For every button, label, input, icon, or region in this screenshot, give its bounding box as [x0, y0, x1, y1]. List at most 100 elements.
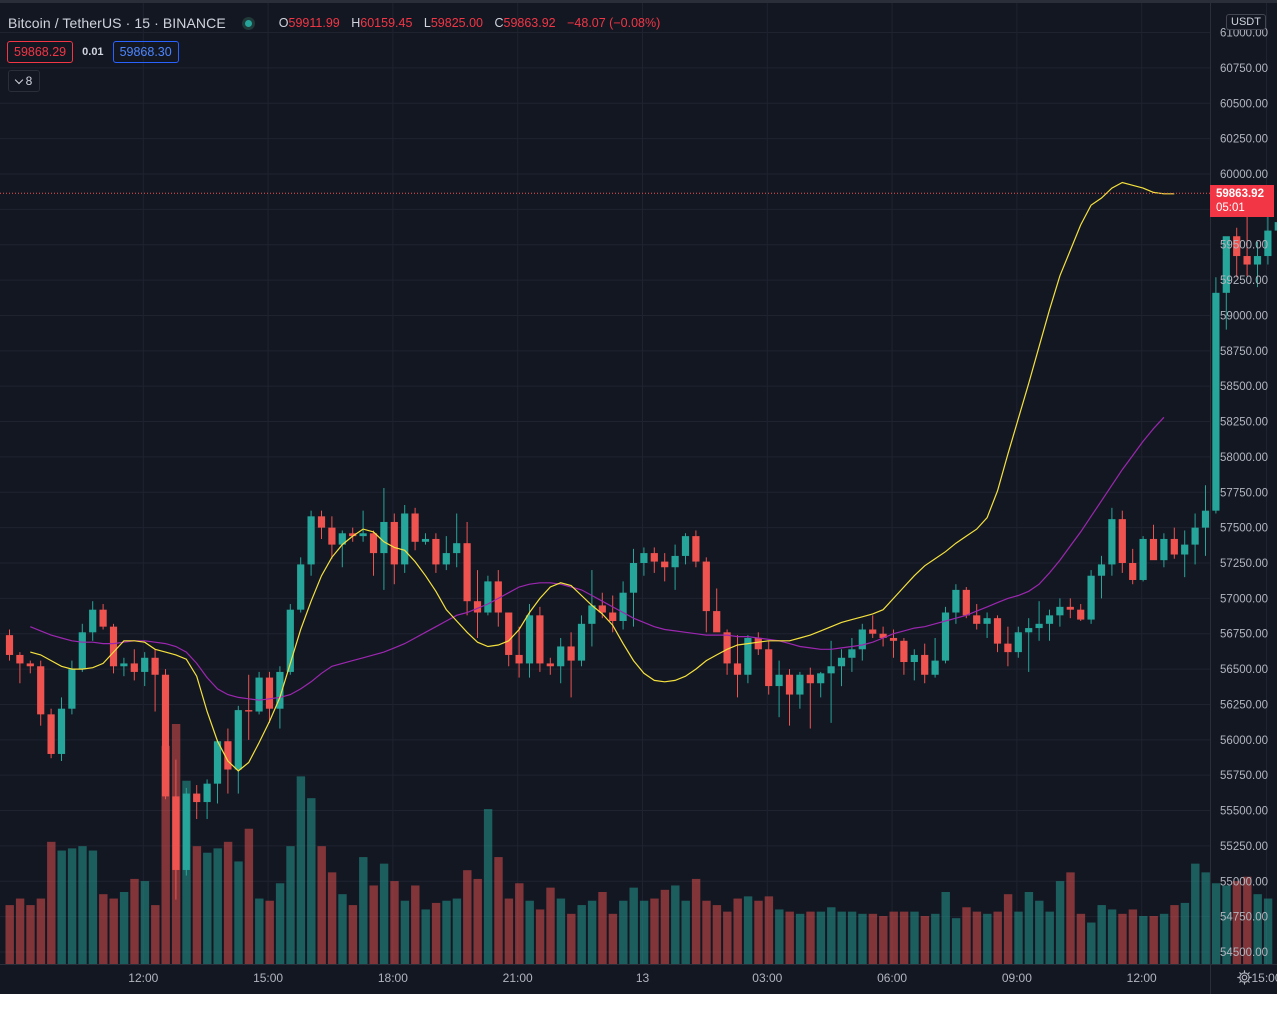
volume-bar [837, 911, 846, 964]
candle-body [328, 527, 336, 545]
volume-bar [400, 900, 410, 964]
volume-bar [1003, 894, 1013, 964]
volume-bar [1191, 863, 1200, 964]
candles [5, 199, 1277, 900]
volume-bar [223, 841, 233, 964]
candle-body [692, 536, 700, 562]
volume-bar [1243, 876, 1252, 964]
candle [1097, 555, 1106, 599]
candle-body [255, 677, 263, 712]
volume-bar [983, 913, 992, 964]
price-tick-label: 59250.00 [1220, 275, 1268, 287]
candle [349, 527, 357, 542]
candle [1201, 485, 1210, 556]
candle-body [941, 612, 950, 661]
volume-bar [712, 905, 722, 964]
volume-bar [879, 916, 888, 964]
volume-bar [1263, 898, 1273, 964]
candle [453, 513, 461, 568]
candle-body [16, 654, 24, 664]
volume-bar [889, 911, 898, 964]
candle [973, 604, 981, 630]
chart-container[interactable]: 54500.00 54750.00 55000.00 55250.00 55500.00… [0, 0, 1277, 994]
candle-body [1191, 527, 1199, 545]
candle-body [494, 581, 502, 613]
candle [161, 669, 170, 800]
volume-bar [629, 887, 638, 964]
candle [1149, 524, 1158, 561]
price-axis: 54500.00 54750.00 55000.00 55250.00 55500.00… [1210, 3, 1268, 994]
close-value: 59863.92 [503, 16, 556, 30]
candle [1056, 598, 1064, 627]
candle [1014, 626, 1022, 658]
candle-body [432, 538, 440, 565]
candle [525, 604, 534, 678]
candle-body [390, 521, 398, 565]
volume-bar [754, 900, 763, 964]
buy-button[interactable]: 59868.30 [112, 41, 179, 63]
candle-body [1212, 292, 1220, 511]
price-tick-label: 60750.00 [1220, 63, 1268, 75]
volume-bar [816, 911, 826, 964]
currency-button[interactable]: USDT [1226, 14, 1266, 30]
gear-icon[interactable] [1236, 969, 1253, 986]
volume-bar [348, 905, 358, 964]
sell-button[interactable]: 59868.29 [7, 41, 74, 63]
candle [661, 553, 669, 582]
volume-bars [5, 724, 1273, 964]
volume-bar [691, 878, 701, 964]
candle-body [120, 663, 128, 667]
volume-bar [723, 911, 732, 964]
symbol-title[interactable]: Bitcoin / TetherUS · 15 · BINANCE [8, 15, 226, 31]
candle-body [598, 605, 606, 613]
candle-body [817, 673, 825, 684]
volume-bar [57, 850, 66, 964]
candle [265, 671, 274, 723]
price-tick-label: 54500.00 [1220, 947, 1268, 959]
price-tick-label: 58750.00 [1220, 346, 1268, 358]
volume-bar [587, 900, 597, 964]
candle [723, 629, 731, 675]
volume-bar [733, 898, 742, 964]
candle-body [5, 635, 14, 655]
candle-body [1233, 236, 1241, 257]
volume-bar [1170, 905, 1179, 964]
volume-bar [556, 898, 566, 964]
volume-bar [296, 776, 306, 964]
candle [1233, 227, 1241, 278]
volume-bar [671, 885, 680, 964]
candle-body [1056, 606, 1064, 616]
candle [796, 671, 804, 709]
candle-body [203, 783, 211, 803]
candle-body [858, 629, 866, 650]
candle-body [900, 640, 908, 663]
volume-bar [5, 905, 14, 964]
candle [151, 649, 159, 712]
volume-bar [473, 878, 482, 964]
volume-bar [1087, 922, 1096, 964]
candle [775, 660, 783, 718]
volume-bar [1253, 894, 1262, 964]
volume-bar [868, 913, 878, 964]
candle [172, 759, 180, 900]
candle-body [754, 637, 762, 650]
candle-body [317, 516, 326, 528]
candle [338, 530, 346, 568]
volume-bar [36, 898, 46, 964]
candle-body [297, 564, 305, 610]
candle-body [1264, 230, 1272, 257]
candle-body [182, 793, 190, 870]
volume-bar [1107, 909, 1117, 964]
candle-body [775, 674, 783, 687]
candle [182, 787, 190, 876]
open-label: O [278, 16, 289, 30]
volume-bar [1035, 900, 1044, 964]
candle [57, 697, 66, 762]
candle-body [1108, 519, 1116, 565]
candlestick-chart[interactable]: 54500.00 54750.00 55000.00 55250.00 55500.00… [0, 3, 1277, 994]
candle-body [806, 674, 814, 684]
candle-body [785, 674, 794, 695]
indicators-toggle-button[interactable]: 8 [8, 70, 40, 92]
volume-bar [899, 911, 909, 964]
candle-body [57, 708, 66, 754]
